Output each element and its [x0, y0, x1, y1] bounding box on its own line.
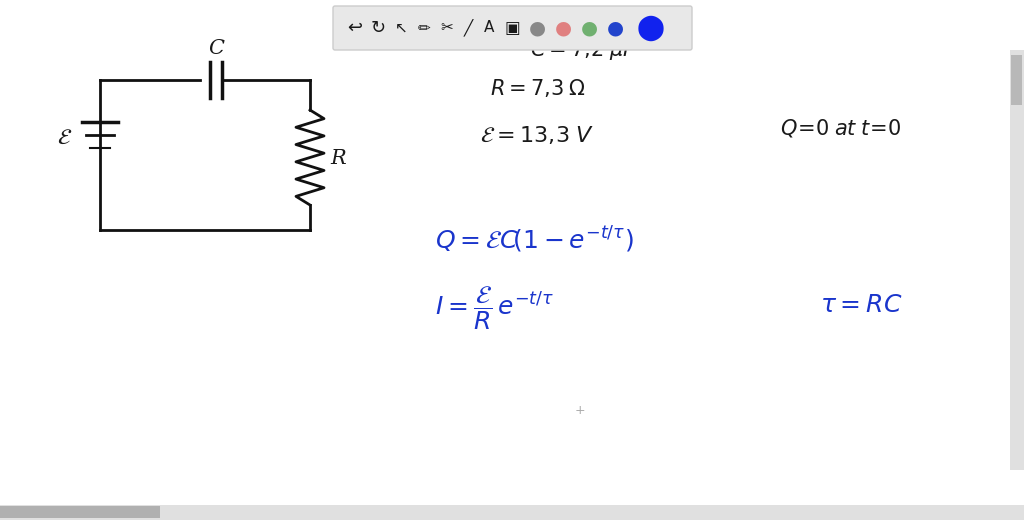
- Bar: [1010, 50, 1024, 470]
- Text: C: C: [208, 38, 224, 58]
- Text: ●: ●: [606, 19, 624, 37]
- Text: ↻: ↻: [371, 19, 386, 37]
- Text: $\mathcal{E}$: $\mathcal{E}$: [57, 127, 73, 149]
- Text: ▣: ▣: [504, 19, 520, 37]
- Text: ╱: ╱: [464, 19, 472, 37]
- FancyBboxPatch shape: [333, 6, 692, 50]
- Text: ↖: ↖: [394, 20, 408, 35]
- Text: ⬤: ⬤: [637, 15, 665, 41]
- Text: ✏: ✏: [418, 20, 430, 35]
- Text: ●: ●: [555, 19, 571, 37]
- Text: A: A: [483, 20, 495, 35]
- Text: ↩: ↩: [347, 19, 362, 37]
- Bar: [1011, 55, 1022, 105]
- Text: $R = 7{,}3 \; \Omega$: $R = 7{,}3 \; \Omega$: [490, 77, 586, 99]
- Text: ●: ●: [528, 19, 546, 37]
- Text: $\tau = RC$: $\tau = RC$: [820, 293, 902, 317]
- Bar: [0, 505, 1024, 520]
- Bar: [0, 506, 160, 518]
- Text: $Q \!=\! 0 \; at \; t \!=\! 0$: $Q \!=\! 0 \; at \; t \!=\! 0$: [780, 117, 902, 139]
- Text: R: R: [330, 149, 346, 167]
- Text: $Q = \mathcal{E}C\!\left(1 - e^{-t/\tau}\right)$: $Q = \mathcal{E}C\!\left(1 - e^{-t/\tau}…: [435, 225, 634, 255]
- Text: ✂: ✂: [440, 20, 454, 35]
- Text: $\mathcal{E} = 13{,}3 \; V$: $\mathcal{E} = 13{,}3 \; V$: [480, 124, 594, 146]
- Text: ●: ●: [581, 19, 597, 37]
- Text: $I = \dfrac{\mathcal{E}}{R}\, e^{-t/\tau}$: $I = \dfrac{\mathcal{E}}{R}\, e^{-t/\tau…: [435, 284, 554, 332]
- Text: +: +: [574, 404, 586, 417]
- Text: $C = 7{,}2 \; \mu F$: $C = 7{,}2 \; \mu F$: [530, 38, 637, 62]
